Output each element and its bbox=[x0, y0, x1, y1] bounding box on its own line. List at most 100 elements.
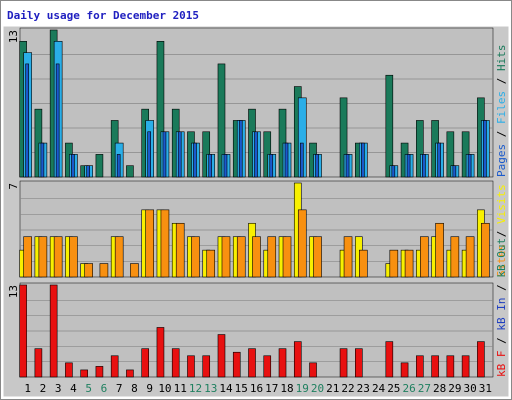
x-tick-label: 15 bbox=[235, 382, 248, 395]
bar bbox=[145, 209, 154, 278]
bar bbox=[84, 263, 93, 278]
bar bbox=[187, 355, 195, 378]
bar bbox=[156, 41, 165, 178]
legend-entry: Pages bbox=[495, 144, 508, 177]
x-tick-label: 7 bbox=[116, 382, 123, 395]
legend-entry: Visits bbox=[495, 184, 508, 224]
bar bbox=[446, 131, 455, 178]
bar bbox=[40, 142, 45, 178]
x-tick-label: 5 bbox=[85, 382, 92, 395]
bar bbox=[38, 236, 48, 278]
bar bbox=[278, 348, 287, 378]
bar bbox=[141, 348, 149, 378]
bar bbox=[69, 236, 78, 278]
bar bbox=[193, 142, 197, 178]
bar bbox=[55, 63, 60, 178]
bar bbox=[217, 63, 226, 178]
bar bbox=[223, 154, 228, 178]
bar bbox=[156, 327, 165, 378]
legend-entry: Sites bbox=[495, 244, 508, 277]
y-tick-label: 13 bbox=[7, 30, 20, 43]
x-tick-label: 30 bbox=[463, 382, 476, 395]
legend: kB F / kB In / kB Out bbox=[495, 238, 508, 377]
x-tick-label: 13 bbox=[204, 382, 217, 395]
bar bbox=[467, 154, 472, 178]
bar bbox=[343, 236, 353, 278]
bar bbox=[126, 165, 134, 178]
bar bbox=[126, 369, 134, 378]
bar bbox=[248, 348, 256, 378]
bar bbox=[34, 348, 43, 378]
bar bbox=[389, 249, 399, 278]
bar bbox=[404, 249, 414, 278]
x-tick-label: 24 bbox=[372, 382, 386, 395]
bar bbox=[267, 236, 277, 278]
x-tick-label: 9 bbox=[146, 382, 153, 395]
x-tick-label: 18 bbox=[280, 382, 293, 395]
bar bbox=[252, 236, 261, 278]
bar bbox=[385, 341, 394, 378]
bar bbox=[431, 355, 439, 378]
x-tick-label: 28 bbox=[433, 382, 446, 395]
x-tick-label: 16 bbox=[250, 382, 263, 395]
bar bbox=[477, 341, 485, 378]
legend: Sites / Visits bbox=[495, 184, 508, 277]
bar bbox=[465, 236, 475, 278]
bar bbox=[130, 263, 139, 278]
x-tick-label: 17 bbox=[265, 382, 278, 395]
bar bbox=[293, 341, 302, 378]
x-tick-label: 23 bbox=[357, 382, 370, 395]
x-tick-label: 27 bbox=[418, 382, 431, 395]
bar bbox=[217, 334, 226, 378]
x-tick-label: 19 bbox=[296, 382, 309, 395]
bar bbox=[450, 236, 460, 278]
x-tick-label: 11 bbox=[174, 382, 187, 395]
bar bbox=[86, 165, 90, 178]
bar bbox=[269, 154, 274, 178]
bar bbox=[162, 131, 167, 178]
bar bbox=[406, 154, 411, 178]
bar bbox=[202, 355, 211, 378]
bar bbox=[313, 236, 322, 278]
legend-entry: Files bbox=[495, 91, 508, 124]
bar bbox=[221, 236, 231, 278]
bar bbox=[206, 249, 216, 278]
bar bbox=[299, 142, 304, 178]
bar bbox=[416, 120, 424, 178]
bar bbox=[71, 154, 75, 178]
bar bbox=[95, 154, 104, 178]
legend-entry: Hits bbox=[495, 45, 508, 72]
x-tick-label: 4 bbox=[70, 382, 77, 395]
bar bbox=[160, 209, 170, 278]
bar bbox=[80, 369, 88, 378]
bar bbox=[297, 209, 307, 278]
bar bbox=[25, 63, 29, 178]
bar bbox=[114, 236, 124, 278]
x-tick-label: 26 bbox=[402, 382, 415, 395]
bar bbox=[315, 154, 319, 178]
bar bbox=[19, 284, 27, 378]
x-tick-label: 8 bbox=[131, 382, 138, 395]
bar bbox=[416, 355, 424, 378]
x-tick-label: 25 bbox=[387, 382, 400, 395]
bar bbox=[359, 249, 368, 278]
x-tick-label: 21 bbox=[326, 382, 339, 395]
bar bbox=[461, 355, 470, 378]
bar bbox=[481, 222, 490, 278]
bar bbox=[177, 131, 182, 178]
bar bbox=[147, 131, 151, 178]
bar bbox=[435, 222, 444, 278]
bar bbox=[282, 236, 292, 278]
x-tick-label: 3 bbox=[55, 382, 62, 395]
bar bbox=[400, 362, 409, 378]
legend-separator: / bbox=[495, 71, 508, 91]
bar bbox=[361, 142, 365, 178]
bar bbox=[437, 142, 441, 178]
bar bbox=[446, 355, 455, 378]
legend: Pages / Files / Hits bbox=[495, 45, 508, 178]
bar bbox=[49, 284, 58, 378]
legend-entry: kB In bbox=[495, 298, 508, 331]
y-tick-label: 13 bbox=[7, 285, 20, 298]
legend-separator: / bbox=[495, 278, 508, 298]
x-tick-label: 14 bbox=[219, 382, 233, 395]
